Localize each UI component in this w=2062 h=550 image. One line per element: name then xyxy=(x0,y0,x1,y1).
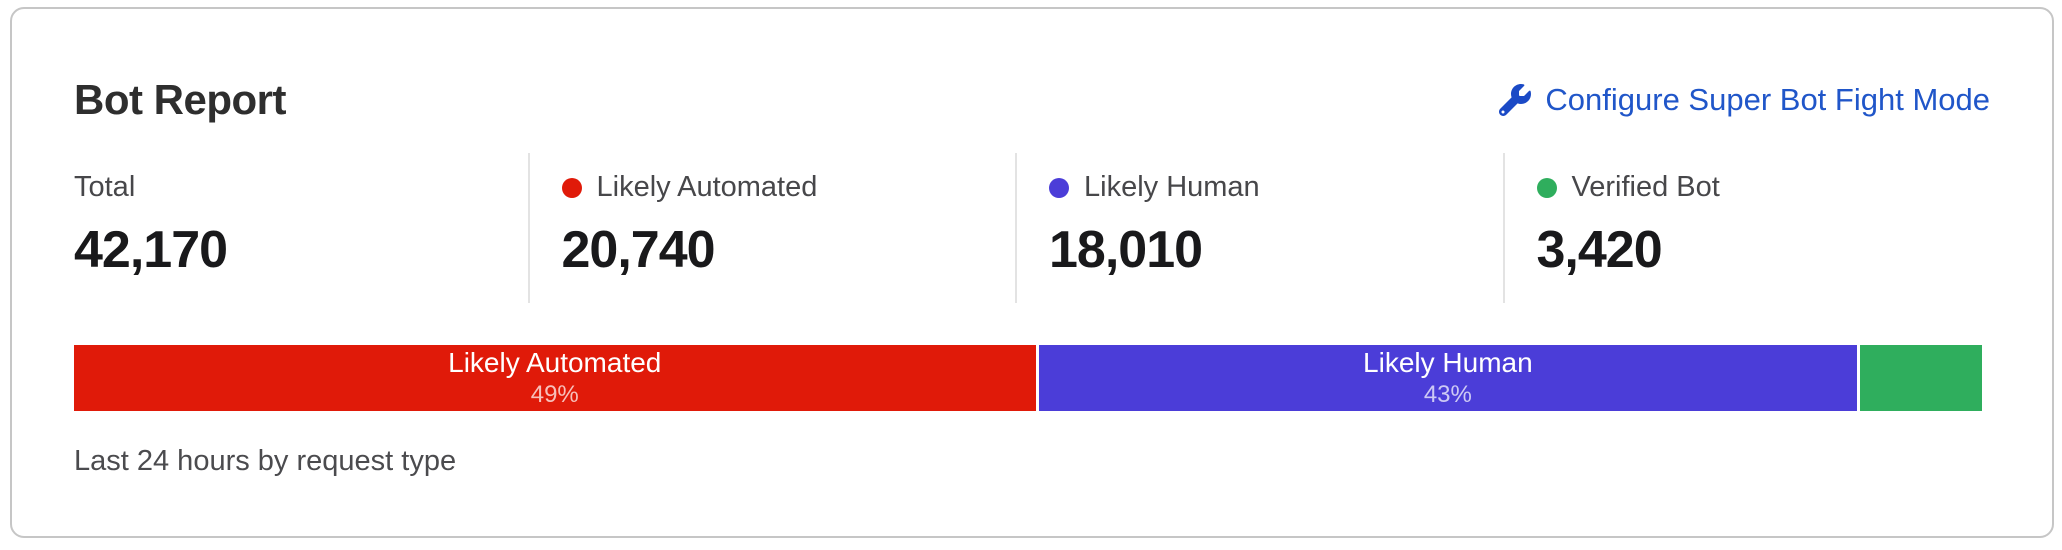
wrench-icon xyxy=(1499,84,1532,117)
chart-caption: Last 24 hours by request type xyxy=(74,445,457,478)
stat-column-likely-automated: Likely Automated 20,740 xyxy=(527,153,1016,304)
legend-dot-likely-human xyxy=(1049,177,1069,198)
bar-segment-percent: 49% xyxy=(530,381,579,409)
legend-dot-likely-automated xyxy=(561,177,582,198)
configure-link-label: Configure Super Bot Fight Mode xyxy=(1545,82,1990,118)
stat-column-likely-human: Likely Human 18,010 xyxy=(1015,153,1503,304)
bar-segment-verified-bot xyxy=(1860,345,1983,412)
stat-column-verified-bot: Verified Bot 3,420 xyxy=(1502,153,1991,304)
bar-segment-label: Likely Human xyxy=(1363,346,1533,378)
bar-segment-likely-human: Likely Human 43% xyxy=(1038,345,1858,412)
stat-value: 18,010 xyxy=(1049,221,1203,280)
bar-segment-label: Likely Automated xyxy=(448,346,662,378)
stat-label: Verified Bot xyxy=(1571,171,1720,204)
bar-segment-likely-automated: Likely Automated 49% xyxy=(74,345,1036,412)
stacked-bar-chart: Likely Automated 49% Likely Human 43% xyxy=(74,345,1990,412)
bot-report-card: Bot Report Configure Super Bot Fight Mod… xyxy=(10,7,2054,538)
stat-label: Likely Automated xyxy=(596,171,818,204)
stats-row: Total 42,170 Likely Automated 20,740 Lik… xyxy=(74,153,1991,304)
bar-segment-percent: 43% xyxy=(1423,381,1472,409)
page-title: Bot Report xyxy=(74,76,286,123)
stat-value: 20,740 xyxy=(561,221,716,280)
configure-super-bot-fight-mode-link[interactable]: Configure Super Bot Fight Mode xyxy=(1499,82,1990,118)
stat-value: 3,420 xyxy=(1536,221,1663,280)
stat-column-total: Total 42,170 xyxy=(74,153,528,303)
stat-label: Total xyxy=(74,171,136,204)
stat-label: Likely Human xyxy=(1084,171,1260,204)
card-header: Bot Report Configure Super Bot Fight Mod… xyxy=(74,9,1990,123)
legend-dot-verified-bot xyxy=(1536,177,1557,198)
stat-value: 42,170 xyxy=(74,221,228,280)
